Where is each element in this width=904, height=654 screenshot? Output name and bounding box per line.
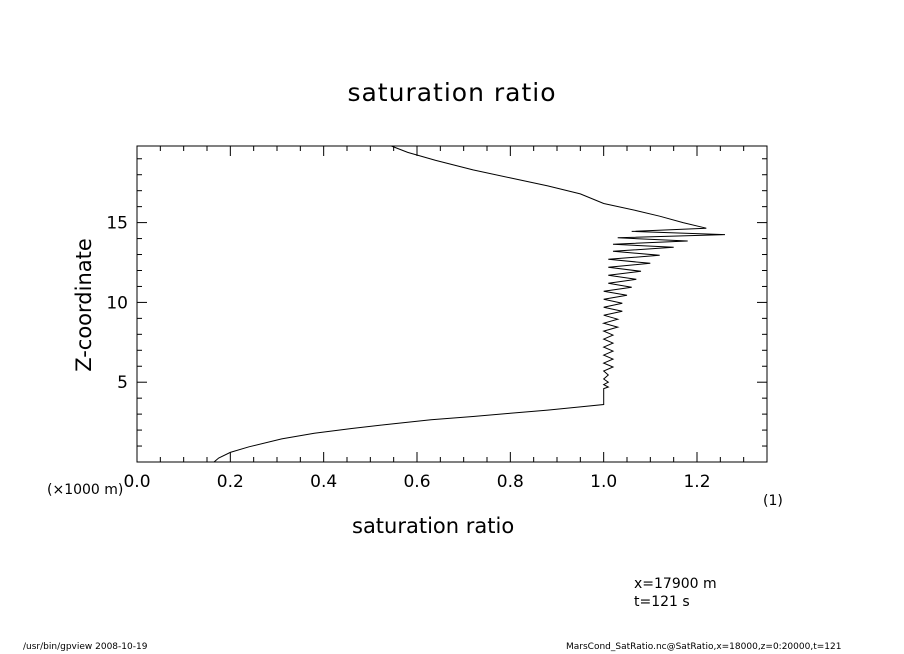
x-tick-label: 0.8 (497, 472, 524, 492)
axis-ticks (136, 146, 768, 462)
x-tick-label: 0.6 (403, 472, 430, 492)
y-tick-label: 10 (106, 293, 128, 313)
series-line (213, 145, 726, 463)
y-tick-label: 15 (106, 214, 128, 234)
plot-frame (136, 145, 768, 463)
x-position-info: x=17900 m (634, 576, 717, 592)
chart-title: saturation ratio (347, 78, 557, 107)
y-axis-label: Z-coordinate (72, 238, 96, 372)
x-axis-label: saturation ratio (352, 514, 515, 538)
x-tick-label: 0.4 (310, 472, 337, 492)
y-axis-unit: (×1000 m) (47, 482, 124, 498)
x-tick-label: 0.0 (123, 472, 150, 492)
x-tick-label: 1.2 (683, 472, 710, 492)
footer-right: MarsCond_SatRatio.nc@SatRatio,x=18000,z=… (566, 642, 842, 652)
y-tick-label: 5 (117, 373, 128, 393)
x-axis-unit: (1) (763, 493, 783, 509)
time-info: t=121 s (634, 594, 690, 610)
x-tick-label: 1.0 (590, 472, 617, 492)
footer-left: /usr/bin/gpview 2008-10-19 (23, 642, 148, 652)
x-tick-label: 0.2 (217, 472, 244, 492)
axis-tick-labels: 0.0 0.2 0.4 0.6 0.8 1.0 1.2 5 10 15 (106, 214, 710, 492)
